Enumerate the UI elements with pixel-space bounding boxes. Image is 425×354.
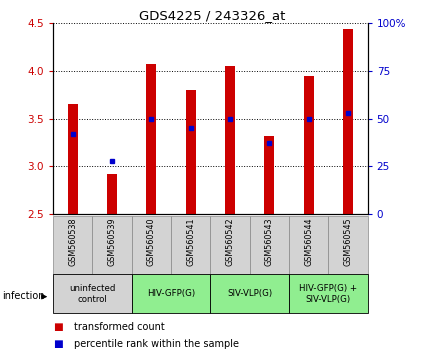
Text: GSM560539: GSM560539 (108, 218, 116, 266)
Bar (68, 104, 78, 214)
Text: GSM560545: GSM560545 (343, 218, 352, 266)
Bar (304, 75, 314, 214)
Bar (132, 216, 171, 274)
Bar (225, 66, 235, 214)
Bar (53, 216, 92, 274)
Text: GSM560544: GSM560544 (304, 218, 313, 266)
Bar (210, 216, 249, 274)
Bar (343, 29, 353, 214)
Text: uninfected
control: uninfected control (69, 284, 116, 303)
Text: transformed count: transformed count (74, 322, 164, 332)
Text: HIV-GFP(G): HIV-GFP(G) (147, 289, 195, 298)
Text: ■: ■ (53, 339, 63, 349)
Bar (92, 216, 132, 274)
Text: HIV-GFP(G) +
SIV-VLP(G): HIV-GFP(G) + SIV-VLP(G) (299, 284, 357, 303)
Bar (171, 216, 210, 274)
Bar (264, 136, 274, 214)
Text: SIV-VLP(G): SIV-VLP(G) (227, 289, 272, 298)
Bar (289, 216, 328, 274)
Bar (289, 274, 368, 313)
Text: GSM560542: GSM560542 (226, 218, 235, 266)
Text: ■: ■ (53, 322, 63, 332)
Text: GSM560543: GSM560543 (265, 218, 274, 266)
Text: infection: infection (2, 291, 45, 301)
Bar (147, 64, 156, 214)
Text: GSM560540: GSM560540 (147, 218, 156, 266)
Bar (210, 274, 289, 313)
Text: GDS4225 / 243326_at: GDS4225 / 243326_at (139, 9, 286, 22)
Text: percentile rank within the sample: percentile rank within the sample (74, 339, 238, 349)
Bar (186, 90, 196, 214)
Text: GSM560541: GSM560541 (186, 218, 195, 266)
Bar (107, 174, 117, 214)
Bar (328, 216, 368, 274)
Bar (53, 274, 132, 313)
Text: GSM560538: GSM560538 (68, 218, 77, 266)
Bar (132, 274, 210, 313)
Bar (249, 216, 289, 274)
